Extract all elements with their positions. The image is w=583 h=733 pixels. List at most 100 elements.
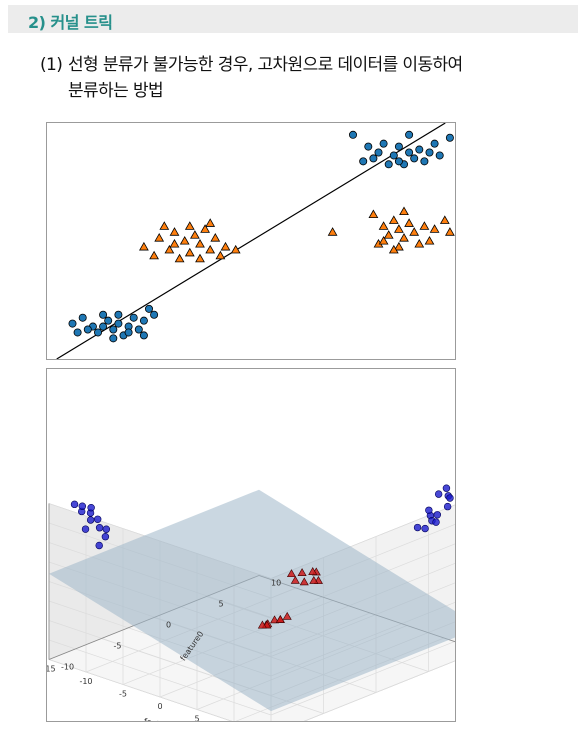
scatter-point-triangle [215, 250, 226, 260]
scatter-point-circle [384, 160, 393, 169]
scatter-point-circle [109, 334, 118, 343]
scatter-3d-point-circle [95, 541, 103, 550]
chart-2d-panel [46, 122, 456, 360]
scatter-3d-point-triangle [286, 569, 296, 578]
scatter-3d-point-circle [87, 504, 95, 512]
y-tick-label: 5 [194, 715, 199, 722]
y-axis-label: feature1 [143, 717, 178, 721]
subsection-number: (1) [40, 55, 63, 75]
scatter-point-triangle [399, 206, 409, 216]
chart-2d-scatter [56, 123, 455, 359]
scatter-point-triangle [159, 221, 170, 230]
scatter-point-triangle [139, 241, 149, 251]
decision-boundary-line [56, 123, 446, 359]
scatter-point-circle [405, 130, 414, 139]
scatter-point-triangle [154, 233, 165, 242]
scatter-point-triangle [195, 253, 205, 263]
scatter-point-circle [109, 325, 118, 334]
scatter-point-triangle [383, 230, 394, 239]
scatter-point-circle [83, 325, 92, 334]
gridline [48, 639, 272, 716]
scatter-point-circle [99, 310, 108, 319]
y-tick-label: 0 [157, 702, 162, 711]
scatter-point-circle [389, 151, 398, 160]
axes-3d-group: -10-50510-15-10-5051015-50-2502550751001… [47, 484, 455, 722]
subsection-heading: (1) 선형 분류가 불가능한 경우, 고차원으로 데이터를 이동하여 분류하는 … [40, 52, 560, 104]
scatter-point-triangle [388, 215, 399, 224]
scatter-point-triangle [230, 244, 241, 254]
scatter-3d-point-circle [81, 525, 90, 533]
scatter-point-circle [129, 313, 138, 322]
scatter-point-triangle [169, 227, 180, 236]
gridline [270, 641, 455, 716]
scatter-point-circle [425, 148, 434, 157]
scatter-point-triangle [210, 233, 221, 242]
scatter-point-triangle [164, 244, 175, 254]
scatter-3d-point-triangle [275, 614, 285, 623]
scatter-point-triangle [409, 227, 420, 236]
scatter-point-circle [379, 139, 388, 148]
scatter-3d-point-triangle [257, 620, 267, 629]
gridline [303, 660, 455, 721]
scatter-point-triangle [404, 218, 414, 227]
scatter-point-circle [73, 328, 82, 337]
scatter-point-triangle [149, 250, 159, 260]
scatter-point-circle [114, 319, 123, 328]
scatter-point-triangle [414, 238, 425, 248]
x-tick-label: -5 [114, 642, 122, 651]
scatter-point-triangle [327, 227, 338, 236]
scatter-3d-point-circle [95, 524, 104, 532]
separating-plane [49, 489, 455, 712]
scatter-3d-point-triangle [308, 567, 318, 575]
scatter-point-circle [394, 142, 403, 151]
scatter-3d-point-circle [446, 494, 454, 502]
chart-3d-scatter: -10-50510-15-10-5051015-50-2502550751001… [47, 484, 455, 722]
scatter-point-triangle [220, 241, 231, 251]
y-tick-label: -15 [47, 665, 56, 674]
scatter-point-triangle [378, 221, 389, 230]
scatter-point-triangle [205, 244, 216, 254]
scatter-point-triangle [394, 241, 404, 251]
scatter-point-circle [68, 319, 77, 328]
x-tick-label: 0 [166, 621, 171, 630]
scatter-3d-point-triangle [282, 611, 292, 620]
scatter-point-triangle [174, 253, 185, 263]
scatter-3d-point-circle [101, 533, 110, 541]
scatter-point-circle [348, 130, 357, 139]
scatter-point-triangle [429, 224, 440, 233]
scatter-point-triangle [195, 238, 205, 248]
scatter-point-triangle [184, 247, 195, 257]
scatter-point-circle [405, 148, 414, 157]
scatter-3d-point-circle [442, 484, 451, 492]
scatter-point-circle [374, 148, 383, 157]
scatter-3d-point-circle [86, 516, 95, 524]
scatter-point-circle [145, 304, 154, 313]
scatter-point-circle [445, 133, 454, 142]
scatter-3d-point-circle [443, 502, 452, 511]
section-title: 2) 커널 트릭 [28, 13, 113, 32]
scatter-3d-point-triangle [270, 615, 280, 624]
y-tick-label: -5 [119, 690, 127, 699]
scatter-3d-point-circle [432, 518, 440, 526]
scatter-point-triangle [445, 227, 455, 236]
scatter-point-circle [114, 310, 123, 319]
scatter-point-triangle [388, 244, 399, 254]
scatter-3d-point-circle [93, 515, 102, 523]
scatter-3d-point-triangle [299, 577, 309, 586]
subsection-line1: 선형 분류가 불가능한 경우, 고차원으로 데이터를 이동하여 [68, 55, 463, 75]
scatter-3d-point-circle [70, 500, 79, 509]
x-tick-label: -10 [61, 663, 74, 672]
scatter-3d-point-circle [421, 524, 429, 533]
scatter-3d-point-triangle [297, 568, 307, 576]
scatter-point-triangle [190, 230, 200, 239]
scatter-point-triangle [424, 235, 435, 245]
scatter-3d-point-triangle [309, 575, 319, 584]
x-tick-label: 5 [219, 600, 224, 609]
scatter-3d-point-circle [78, 502, 87, 510]
scatter-point-triangle [169, 238, 180, 248]
section-header-bar [8, 5, 578, 33]
scatter-point-triangle [419, 221, 430, 230]
scatter-point-triangle [184, 221, 195, 230]
scatter-point-triangle [205, 218, 216, 227]
scatter-3d-point-circle [425, 506, 433, 514]
